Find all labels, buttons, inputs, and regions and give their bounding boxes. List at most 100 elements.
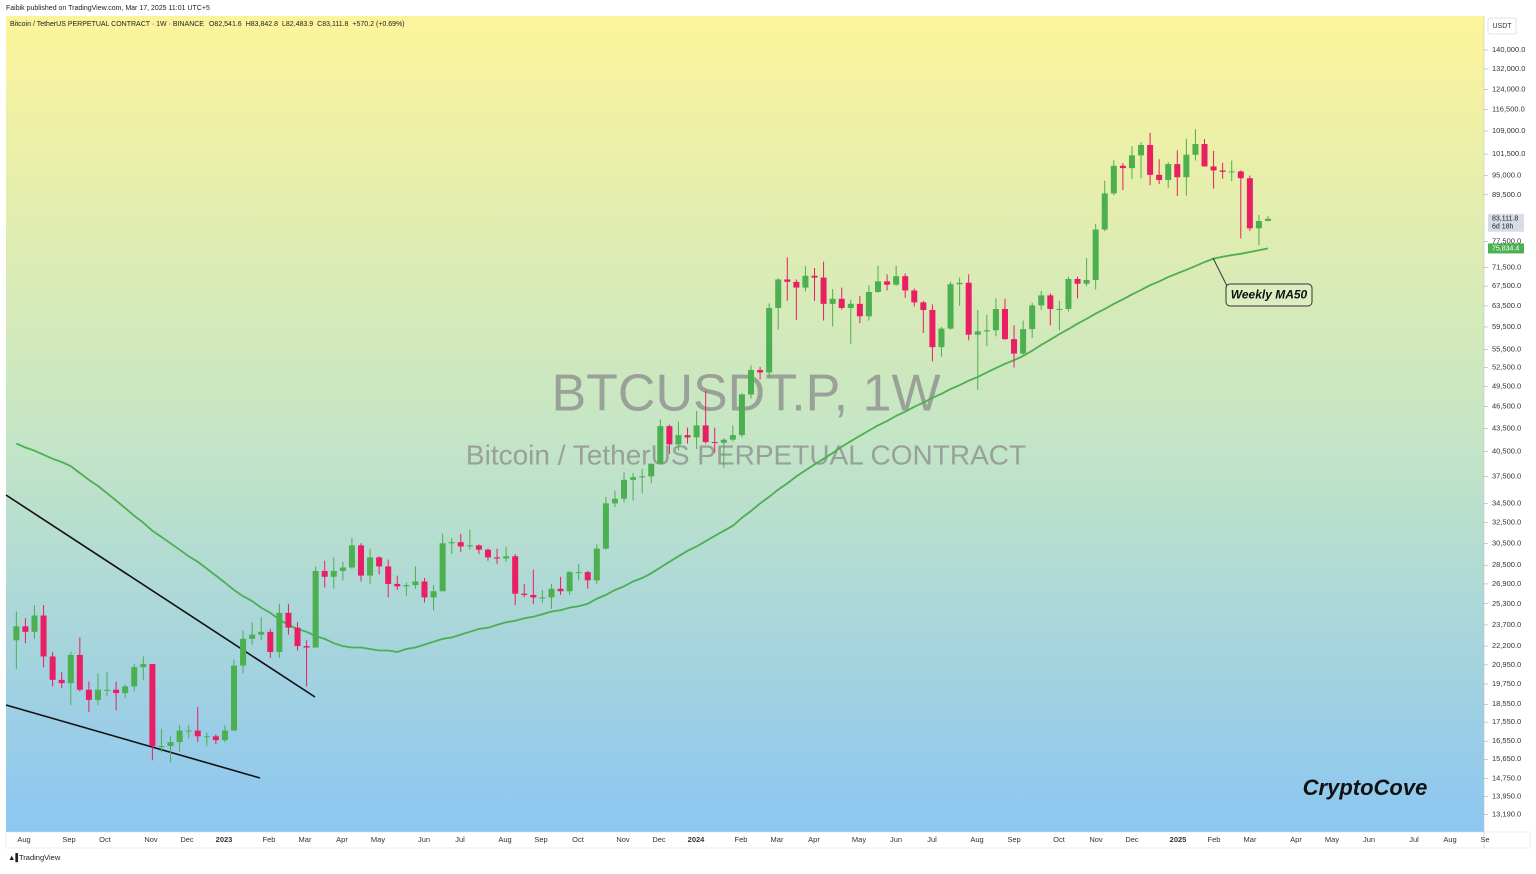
price-axis <box>1484 16 1530 832</box>
candle-body <box>630 477 637 480</box>
candle-body <box>457 542 464 547</box>
symbol-legend: Bitcoin / TetherUS PERPETUAL CONTRACT · … <box>10 21 204 28</box>
x-tick-label: Oct <box>572 835 585 844</box>
candle-body <box>94 689 101 700</box>
x-tick-label: Aug <box>970 835 983 844</box>
candle-body <box>267 631 274 652</box>
y-tick-label: 32,500.0 <box>1492 518 1521 527</box>
candle-body <box>729 435 736 440</box>
candle-body <box>784 279 791 282</box>
candle-body <box>484 549 491 558</box>
candle-body <box>312 570 319 648</box>
candle-body <box>1201 144 1208 167</box>
candle-body <box>675 435 682 445</box>
candle-body <box>358 545 364 576</box>
ma-tag: 75,834.4 <box>1492 245 1519 252</box>
trendline <box>5 494 316 698</box>
candle-body <box>1219 170 1226 172</box>
ma-line <box>15 247 1269 653</box>
y-tick-label: 101,500.0 <box>1492 149 1525 158</box>
y-tick-label: 17,550.0 <box>1492 717 1521 726</box>
candle-body <box>1246 178 1253 229</box>
candle-body <box>167 742 174 747</box>
candle-body <box>829 298 836 304</box>
candle-body <box>1047 295 1054 309</box>
footer: TradingView <box>19 853 61 862</box>
candle-body <box>974 331 981 335</box>
x-tick-label: 2025 <box>1170 835 1187 844</box>
price-tag-box <box>1488 213 1524 232</box>
candle-body <box>212 736 219 741</box>
x-tick-label: Se <box>1480 835 1489 844</box>
x-tick-label: Mar <box>1244 835 1257 844</box>
x-tick-label: Jun <box>1363 835 1375 844</box>
candle-body <box>521 593 528 595</box>
x-tick-label: May <box>852 835 866 844</box>
legend-value: C83,111.8 <box>317 21 348 28</box>
legend-value: +570.2 (+0.69%) <box>352 21 404 28</box>
candle-body <box>1128 155 1135 169</box>
candle-body <box>884 281 891 285</box>
candle-body <box>1237 171 1244 179</box>
candle-body <box>720 439 727 443</box>
y-tick-label: 16,550.0 <box>1492 736 1521 745</box>
candle-body <box>1029 305 1036 330</box>
y-tick-label: 25,300.0 <box>1492 599 1521 608</box>
ma-tag-box <box>1488 243 1524 254</box>
trendline <box>5 704 261 779</box>
candle-body <box>757 369 764 373</box>
candle-body <box>131 667 138 687</box>
candle-body <box>1038 295 1045 306</box>
candle-body <box>775 279 782 308</box>
currency-box[interactable] <box>1487 17 1517 35</box>
x-tick-label: Dec <box>1125 835 1139 844</box>
candle-body <box>639 476 646 478</box>
candle-body <box>1138 144 1145 156</box>
candle-body <box>348 545 355 568</box>
y-tick-label: 124,000.0 <box>1492 84 1525 93</box>
x-tick-label: Apr <box>808 835 820 844</box>
candle-body <box>113 689 120 694</box>
candle-body <box>1065 279 1072 309</box>
x-tick-label: 2023 <box>216 835 233 844</box>
candle-body <box>503 556 510 559</box>
candle-body <box>421 581 428 598</box>
x-tick-label: Dec <box>180 835 194 844</box>
x-tick-label: Aug <box>498 835 511 844</box>
candle-body <box>965 282 972 335</box>
candle-body <box>149 664 156 747</box>
candle-body <box>466 545 473 547</box>
x-tick-label: Mar <box>771 835 784 844</box>
candle-body <box>684 435 691 438</box>
x-tick-label: Sep <box>534 835 547 844</box>
candle-body <box>203 736 210 738</box>
y-tick-label: 63,500.0 <box>1492 301 1521 310</box>
candle-body <box>158 746 165 748</box>
candle-body <box>1210 166 1217 171</box>
candle-body <box>448 542 455 544</box>
legend-value: L82,483.9 <box>282 21 313 28</box>
candle-body <box>711 442 718 444</box>
candle-body <box>1119 165 1126 169</box>
candle-body <box>339 567 346 571</box>
y-tick-label: 52,500.0 <box>1492 362 1521 371</box>
candle-body <box>648 463 655 477</box>
candle-body <box>221 730 228 741</box>
y-tick-label: 14,750.0 <box>1492 773 1521 782</box>
candle-body <box>194 730 201 737</box>
x-tick-label: Jun <box>890 835 902 844</box>
candle-body <box>666 426 673 445</box>
candle-body <box>1074 279 1081 284</box>
candle-body <box>956 282 963 285</box>
candle-body <box>1156 174 1163 180</box>
candle-body <box>31 615 38 632</box>
candle-body <box>231 665 238 731</box>
candle-body <box>330 570 337 577</box>
y-tick-label: 140,000.0 <box>1492 45 1525 54</box>
candle-body <box>1110 165 1117 194</box>
candle-body <box>430 591 437 598</box>
candle-body <box>49 656 56 680</box>
candle-body <box>294 627 301 647</box>
y-tick-label: 59,500.0 <box>1492 322 1521 331</box>
